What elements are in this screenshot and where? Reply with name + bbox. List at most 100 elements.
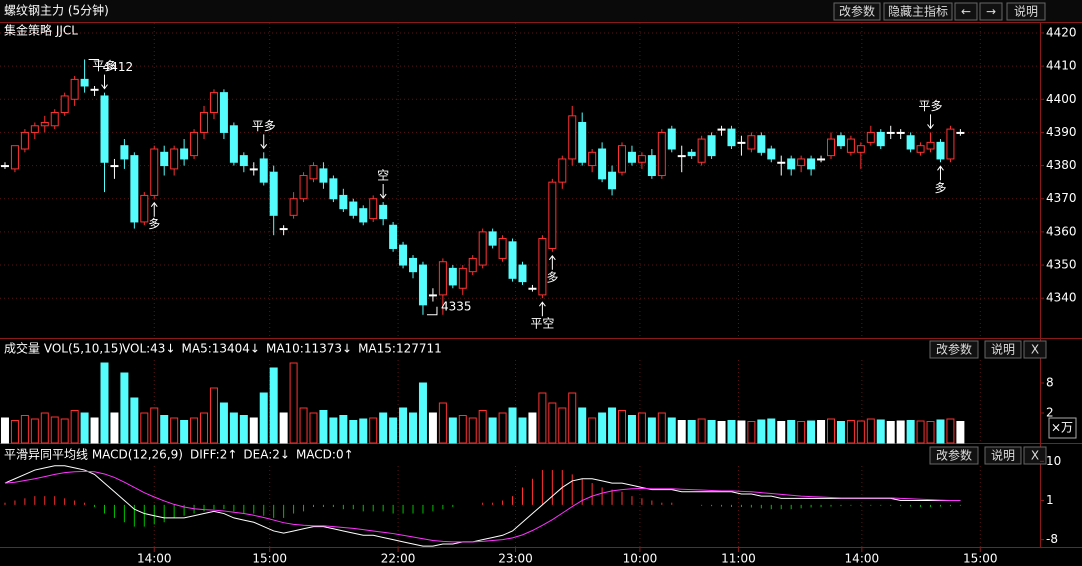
candle-body bbox=[797, 158, 806, 167]
candle-body bbox=[428, 294, 437, 297]
button-frame[interactable] bbox=[1023, 446, 1047, 465]
button-frame[interactable] bbox=[1023, 340, 1047, 359]
candle-body bbox=[130, 155, 139, 223]
candle-body bbox=[916, 145, 925, 153]
y-tick-label: 4420 bbox=[1046, 25, 1077, 39]
button-frame[interactable] bbox=[929, 340, 979, 359]
candle-body bbox=[578, 121, 587, 163]
button-frame[interactable] bbox=[833, 2, 881, 21]
button-label[interactable]: 说明 bbox=[1014, 4, 1038, 19]
volume-readout: MA15:127711 bbox=[358, 342, 442, 356]
signal-label: 平空 bbox=[530, 317, 554, 331]
button-frame[interactable] bbox=[979, 2, 1003, 21]
extreme-marker bbox=[426, 306, 438, 316]
candle-body bbox=[458, 267, 467, 289]
volume-bar bbox=[150, 407, 159, 444]
button-label[interactable]: 说明 bbox=[991, 448, 1015, 463]
volume-bar bbox=[269, 367, 278, 444]
volume-bar bbox=[697, 418, 706, 444]
candle-body bbox=[727, 128, 736, 147]
button-frame[interactable] bbox=[984, 446, 1022, 465]
candle-body bbox=[438, 261, 447, 296]
volume-bar bbox=[30, 418, 39, 444]
volume-bar bbox=[588, 417, 597, 444]
button[interactable]: X bbox=[1023, 446, 1047, 465]
volume-bar bbox=[956, 421, 965, 444]
y-tick-label: 4340 bbox=[1046, 291, 1077, 305]
button-frame[interactable] bbox=[929, 446, 979, 465]
button-label[interactable]: X bbox=[1031, 449, 1039, 463]
y-tick-label: 4370 bbox=[1046, 191, 1077, 205]
candle-body bbox=[80, 78, 89, 87]
volume-bar bbox=[608, 407, 617, 444]
candle-body bbox=[866, 131, 875, 143]
volume-bar bbox=[279, 412, 288, 444]
volume-bar bbox=[508, 407, 517, 444]
extreme-label: 4412 bbox=[103, 60, 134, 74]
volume-bar bbox=[727, 420, 736, 444]
button[interactable]: 说明 bbox=[984, 446, 1022, 465]
button[interactable]: 说明 bbox=[984, 340, 1022, 359]
volume-bar bbox=[399, 407, 408, 444]
button-label[interactable]: ← bbox=[961, 5, 971, 19]
button-frame[interactable] bbox=[883, 2, 953, 21]
button-frame[interactable] bbox=[1006, 2, 1046, 21]
candle-body bbox=[279, 228, 288, 231]
volume-bar bbox=[259, 392, 268, 444]
volume-bar bbox=[339, 415, 348, 444]
candle-body bbox=[140, 194, 149, 223]
candle-body bbox=[896, 131, 905, 134]
button-label[interactable]: X bbox=[1031, 343, 1039, 357]
volume-unit: ×万 bbox=[1051, 421, 1073, 435]
signal-label: 多 bbox=[934, 181, 946, 195]
button-label[interactable]: 隐藏主指标 bbox=[888, 4, 948, 19]
button[interactable]: 说明 bbox=[1006, 2, 1046, 21]
candle-body bbox=[339, 194, 348, 210]
volume-bar bbox=[518, 417, 527, 444]
volume-bar bbox=[677, 420, 686, 444]
volume-bar bbox=[458, 415, 467, 444]
volume-bar bbox=[468, 417, 477, 444]
candle-body bbox=[229, 125, 238, 163]
volume-bar bbox=[100, 362, 109, 444]
button[interactable]: X bbox=[1023, 340, 1047, 359]
button[interactable]: ← bbox=[954, 2, 978, 21]
button[interactable]: 隐藏主指标 bbox=[883, 2, 953, 21]
signal-arrow bbox=[937, 165, 944, 181]
candle-body bbox=[926, 141, 935, 150]
volume-bar bbox=[856, 420, 865, 444]
button-label[interactable]: 说明 bbox=[991, 342, 1015, 357]
candle-body bbox=[956, 131, 965, 134]
button-label[interactable]: → bbox=[986, 5, 996, 19]
signal-label: 平多 bbox=[92, 59, 116, 73]
candle-body bbox=[697, 138, 706, 163]
candle-body bbox=[598, 148, 607, 180]
button-label[interactable]: 改参数 bbox=[936, 448, 972, 463]
candle-body bbox=[379, 204, 388, 220]
volume-bar bbox=[309, 412, 318, 444]
button[interactable]: 改参数 bbox=[833, 2, 881, 21]
volume-bar bbox=[120, 372, 129, 444]
candle-body bbox=[836, 135, 845, 147]
volume-bar bbox=[0, 417, 9, 444]
candle-body bbox=[319, 168, 328, 183]
volume-bar bbox=[717, 421, 726, 444]
button-frame[interactable] bbox=[984, 340, 1022, 359]
x-tick-label: 23:00 bbox=[498, 552, 533, 566]
y-tick-label: 2 bbox=[1046, 406, 1054, 420]
volume-bar bbox=[787, 420, 796, 444]
candle-body bbox=[827, 138, 836, 157]
volume-bar bbox=[180, 420, 189, 444]
volume-bar bbox=[438, 402, 447, 444]
button[interactable]: 改参数 bbox=[929, 340, 979, 359]
candle-body bbox=[558, 158, 567, 183]
button-label[interactable]: 改参数 bbox=[839, 4, 875, 19]
button-label[interactable]: 改参数 bbox=[936, 342, 972, 357]
candle-body bbox=[239, 155, 248, 167]
button[interactable]: → bbox=[979, 2, 1003, 21]
candle-body bbox=[906, 135, 915, 150]
button-frame[interactable] bbox=[954, 2, 978, 21]
button[interactable]: 改参数 bbox=[929, 446, 979, 465]
candle-body bbox=[657, 131, 666, 177]
volume-bar bbox=[687, 420, 696, 444]
